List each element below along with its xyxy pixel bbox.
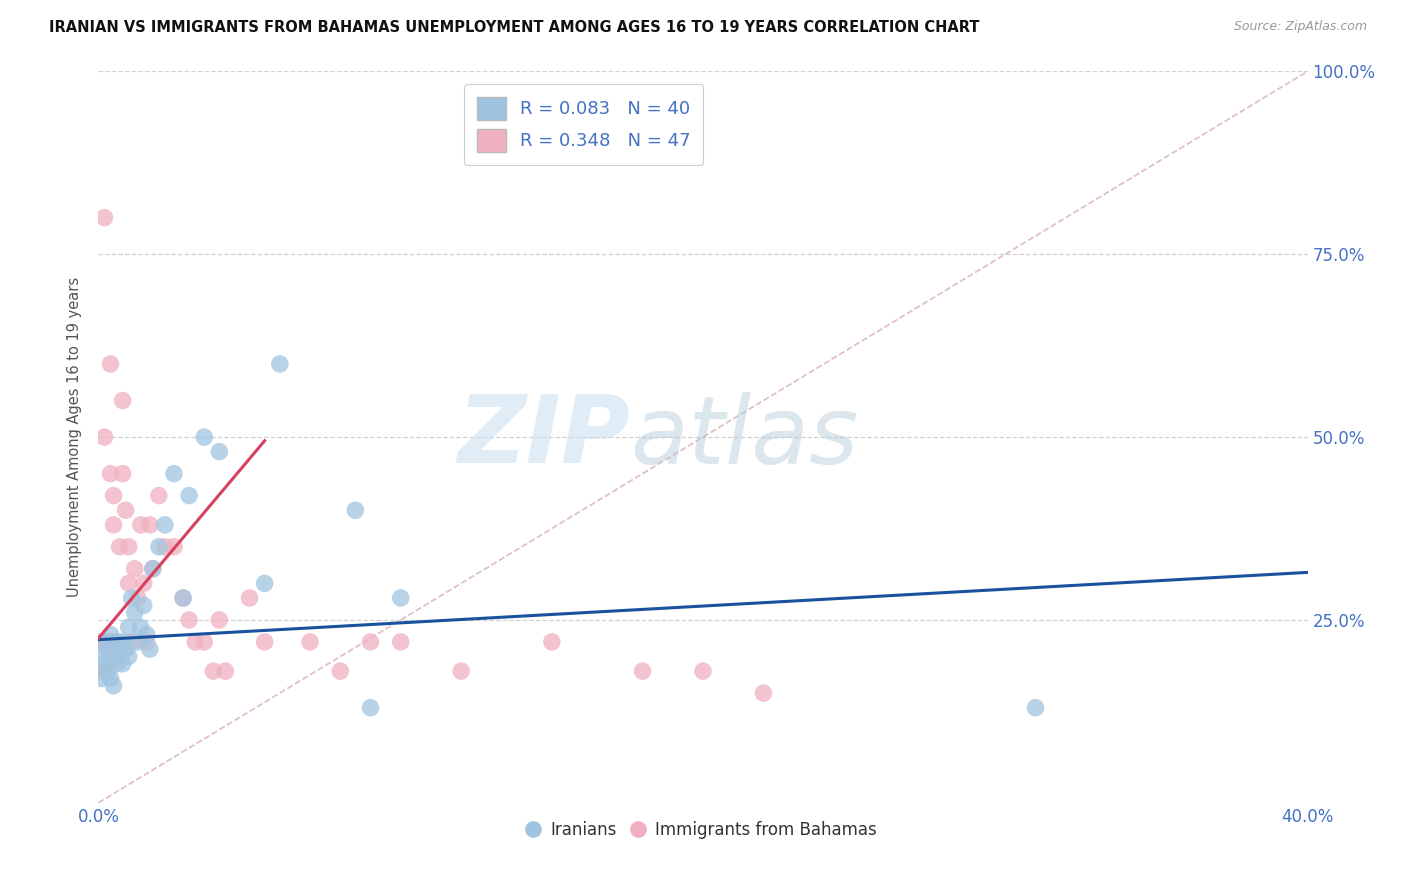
- Point: [179, 489, 201, 503]
- Point: [389, 591, 412, 605]
- Point: [135, 627, 157, 641]
- Point: [118, 620, 141, 634]
- Point: [124, 606, 146, 620]
- Text: atlas: atlas: [630, 392, 859, 483]
- Point: [148, 489, 170, 503]
- Point: [105, 649, 128, 664]
- Point: [344, 503, 367, 517]
- Point: [103, 679, 125, 693]
- Point: [105, 657, 128, 671]
- Point: [329, 664, 352, 678]
- Point: [450, 664, 472, 678]
- Point: [163, 467, 186, 481]
- Point: [631, 664, 654, 678]
- Point: [153, 517, 176, 532]
- Point: [118, 649, 141, 664]
- Point: [132, 599, 155, 613]
- Legend: Iranians, Immigrants from Bahamas: Iranians, Immigrants from Bahamas: [522, 814, 884, 846]
- Point: [103, 649, 125, 664]
- Point: [179, 613, 201, 627]
- Point: [103, 635, 125, 649]
- Point: [1024, 700, 1046, 714]
- Point: [692, 664, 714, 678]
- Point: [139, 642, 162, 657]
- Point: [118, 540, 141, 554]
- Point: [114, 642, 136, 657]
- Point: [139, 517, 162, 532]
- Point: [90, 672, 112, 686]
- Point: [103, 635, 125, 649]
- Point: [360, 700, 382, 714]
- Point: [148, 540, 170, 554]
- Point: [100, 357, 122, 371]
- Point: [172, 591, 194, 605]
- Text: IRANIAN VS IMMIGRANTS FROM BAHAMAS UNEMPLOYMENT AMONG AGES 16 TO 19 YEARS CORREL: IRANIAN VS IMMIGRANTS FROM BAHAMAS UNEMP…: [49, 20, 980, 35]
- Point: [96, 642, 118, 657]
- Text: Source: ZipAtlas.com: Source: ZipAtlas.com: [1233, 20, 1367, 33]
- Point: [96, 664, 118, 678]
- Point: [103, 489, 125, 503]
- Point: [96, 635, 118, 649]
- Point: [132, 576, 155, 591]
- Point: [93, 635, 115, 649]
- Point: [540, 635, 562, 649]
- Point: [142, 562, 165, 576]
- Point: [100, 467, 122, 481]
- Point: [124, 562, 146, 576]
- Point: [90, 635, 112, 649]
- Point: [100, 672, 122, 686]
- Point: [135, 635, 157, 649]
- Point: [153, 540, 176, 554]
- Point: [239, 591, 262, 605]
- Point: [90, 649, 112, 664]
- Point: [127, 591, 149, 605]
- Point: [184, 635, 207, 649]
- Point: [202, 664, 225, 678]
- Point: [118, 576, 141, 591]
- Point: [111, 467, 134, 481]
- Text: ZIP: ZIP: [457, 391, 630, 483]
- Point: [93, 211, 115, 225]
- Point: [269, 357, 291, 371]
- Point: [172, 591, 194, 605]
- Point: [253, 576, 276, 591]
- Point: [163, 540, 186, 554]
- Point: [752, 686, 775, 700]
- Point: [121, 635, 143, 649]
- Point: [108, 540, 131, 554]
- Point: [108, 642, 131, 657]
- Point: [90, 664, 112, 678]
- Point: [129, 620, 152, 634]
- Point: [100, 627, 122, 641]
- Point: [299, 635, 322, 649]
- Point: [253, 635, 276, 649]
- Point: [105, 635, 128, 649]
- Point: [127, 635, 149, 649]
- Point: [114, 503, 136, 517]
- Point: [193, 635, 215, 649]
- Point: [111, 657, 134, 671]
- Point: [129, 517, 152, 532]
- Point: [193, 430, 215, 444]
- Point: [214, 664, 236, 678]
- Point: [93, 657, 115, 671]
- Point: [93, 430, 115, 444]
- Point: [111, 635, 134, 649]
- Point: [111, 393, 134, 408]
- Point: [389, 635, 412, 649]
- Y-axis label: Unemployment Among Ages 16 to 19 years: Unemployment Among Ages 16 to 19 years: [67, 277, 83, 597]
- Point: [208, 444, 231, 458]
- Point: [360, 635, 382, 649]
- Point: [103, 517, 125, 532]
- Point: [121, 591, 143, 605]
- Point: [208, 613, 231, 627]
- Point: [96, 664, 118, 678]
- Point: [142, 562, 165, 576]
